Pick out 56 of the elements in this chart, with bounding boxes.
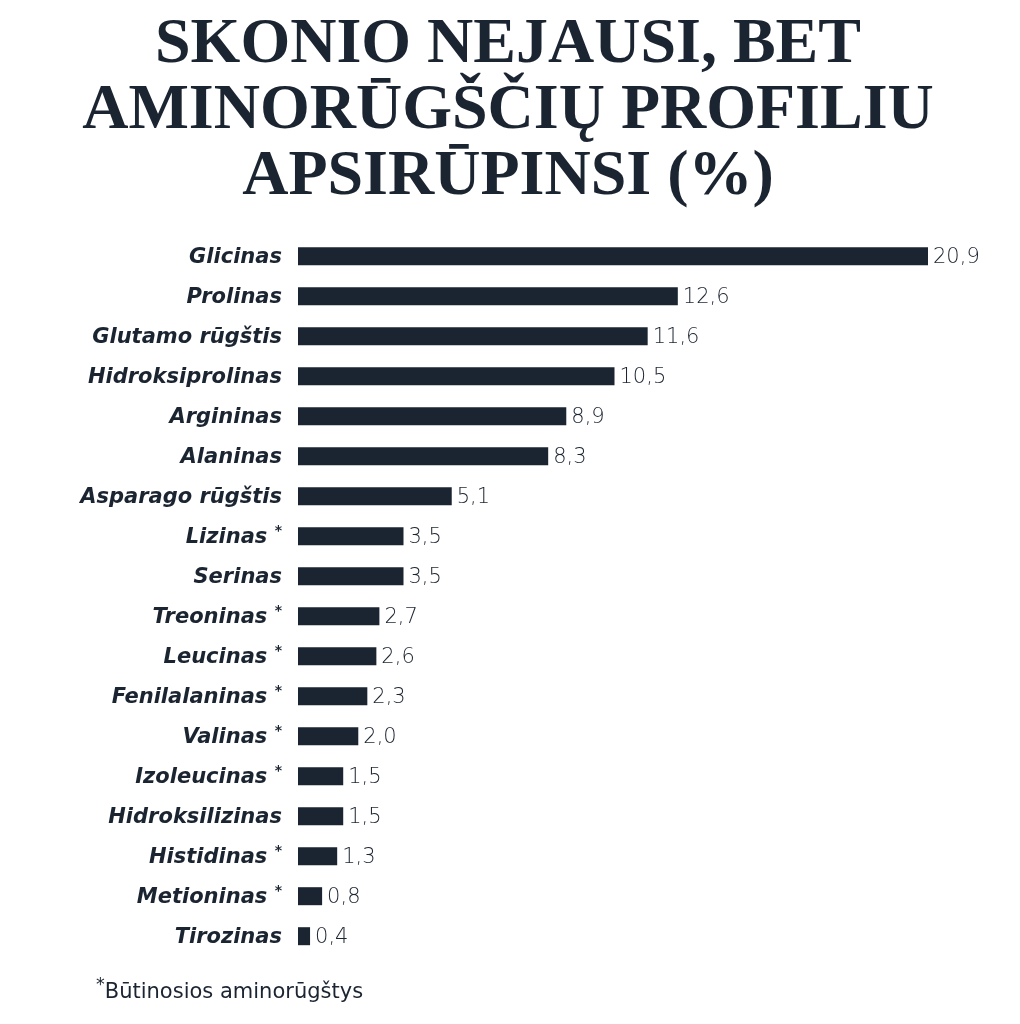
y-tick-label: Alaninas	[178, 444, 282, 468]
bar	[298, 607, 380, 626]
data-label: 8,3	[553, 444, 587, 469]
y-tick-label: Argininas	[167, 404, 282, 428]
bar	[298, 327, 648, 346]
data-label: 20,9	[933, 244, 980, 269]
data-label: 0,8	[327, 884, 361, 909]
bar	[298, 567, 404, 586]
text: $^{*}$Būtinosios aminorūgštys	[96, 974, 365, 1003]
bar	[298, 447, 549, 466]
data-label: 1,5	[348, 804, 382, 829]
chart-title: SKONIO NEJAUSI, BET AMINORŪGŠČIŲ PROFILIU APSIRŪPINSI (%)	[81, 5, 935, 208]
bar	[298, 687, 368, 706]
y-tick-label: Glicinas	[189, 244, 282, 268]
bar	[298, 647, 377, 666]
data-label: 1,5	[348, 764, 382, 789]
bar	[298, 887, 323, 906]
bar	[298, 487, 452, 506]
y-tick-label: Metioninas $^{*}$	[136, 882, 283, 908]
data-label: 0,4	[315, 924, 349, 949]
y-tick-label: Leucinas $^{*}$	[163, 642, 283, 668]
y-tick-label: Izoleucinas $^{*}$	[135, 762, 283, 788]
y-tick-label: Tirozinas	[174, 924, 282, 948]
bar	[298, 767, 344, 786]
data-label: 2,6	[381, 644, 415, 669]
y-tick-label: Asparago rūgštis	[78, 484, 282, 508]
bar	[298, 727, 359, 746]
bar	[298, 287, 678, 306]
data-label: 3,5	[408, 564, 442, 589]
data-label: 8,9	[571, 404, 605, 429]
data-label: 3,5	[408, 524, 442, 549]
y-tick-label: Serinas	[193, 564, 282, 588]
data-label: 11,6	[652, 324, 700, 349]
bar	[298, 527, 404, 546]
y-tick-label: Hidroksiprolinas	[87, 364, 282, 388]
y-tick-label: Lizinas $^{*}$	[185, 522, 283, 548]
bar	[298, 807, 344, 826]
y-tick-label: Treoninas $^{*}$	[152, 602, 283, 628]
data-label: 12,6	[682, 284, 730, 309]
data-label: 2,7	[384, 604, 418, 629]
bar	[298, 367, 615, 386]
data-label: 5,1	[456, 484, 491, 509]
bar	[298, 847, 338, 866]
bar	[298, 927, 311, 946]
bar	[298, 407, 567, 426]
y-tick-label: Fenilalaninas $^{*}$	[111, 682, 283, 708]
y-tick-label: Prolinas	[186, 284, 282, 308]
data-label: 10,5	[619, 364, 667, 389]
y-tick-label: Valinas $^{*}$	[182, 722, 283, 748]
bar	[298, 247, 928, 266]
data-label: 1,3	[342, 844, 376, 869]
y-tick-label: Glutamo rūgštis	[92, 324, 282, 348]
y-tick-label: Histidinas $^{*}$	[149, 842, 283, 868]
data-label: 2,0	[363, 724, 397, 749]
data-label: 2,3	[372, 684, 406, 709]
y-tick-label: Hidroksilizinas	[108, 804, 282, 828]
